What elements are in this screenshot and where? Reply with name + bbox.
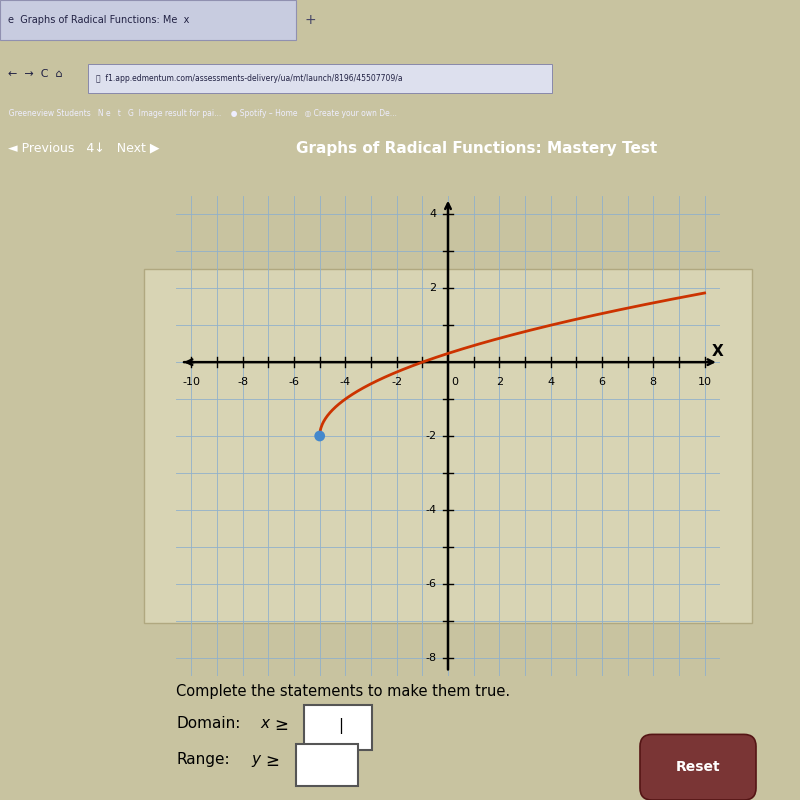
Text: Reset: Reset — [676, 760, 720, 774]
Point — [314, 430, 326, 442]
Text: 0: 0 — [451, 377, 458, 387]
Text: ⚿  f1.app.edmentum.com/assessments-delivery/ua/mt/launch/8196/45507709/a: ⚿ f1.app.edmentum.com/assessments-delive… — [96, 74, 402, 83]
Text: x: x — [260, 716, 269, 731]
Text: -10: -10 — [182, 377, 200, 387]
Text: 10: 10 — [698, 377, 712, 387]
Text: 2: 2 — [496, 377, 503, 387]
Text: -4: -4 — [426, 505, 437, 515]
Text: -6: -6 — [426, 578, 437, 589]
Text: e  Graphs of Radical Functions: Me  x: e Graphs of Radical Functions: Me x — [8, 15, 190, 25]
Text: |: | — [338, 718, 343, 734]
Text: 8: 8 — [650, 377, 657, 387]
Text: 2: 2 — [430, 283, 437, 294]
Bar — [0, 0, 296, 40]
Text: -8: -8 — [237, 377, 248, 387]
Text: X: X — [711, 344, 723, 359]
Text: -6: -6 — [289, 377, 299, 387]
Text: Domain:: Domain: — [176, 716, 240, 731]
Text: ≥: ≥ — [274, 716, 288, 734]
Text: -8: -8 — [426, 653, 437, 662]
Text: ←  →  C  ⌂: ← → C ⌂ — [8, 70, 62, 79]
Text: Greeneview Students   N e   t   G  Image result for pai...    ● Spotify – Home  : Greeneview Students N e t G Image result… — [4, 109, 397, 118]
Text: ◄ Previous   4↓   Next ▶: ◄ Previous 4↓ Next ▶ — [8, 142, 159, 154]
Text: +: + — [304, 13, 316, 27]
Text: 4: 4 — [547, 377, 554, 387]
Text: Range:: Range: — [176, 752, 230, 767]
FancyBboxPatch shape — [144, 269, 752, 623]
Bar — [88, 64, 552, 93]
Text: 6: 6 — [598, 377, 606, 387]
Text: Complete the statements to make them true.: Complete the statements to make them tru… — [176, 684, 510, 699]
Text: ≥: ≥ — [266, 752, 279, 770]
Text: -2: -2 — [391, 377, 402, 387]
Text: 4: 4 — [430, 210, 437, 219]
Text: Graphs of Radical Functions: Mastery Test: Graphs of Radical Functions: Mastery Tes… — [296, 141, 658, 155]
Text: -4: -4 — [340, 377, 351, 387]
Text: y: y — [251, 752, 260, 767]
Text: -2: -2 — [426, 431, 437, 441]
